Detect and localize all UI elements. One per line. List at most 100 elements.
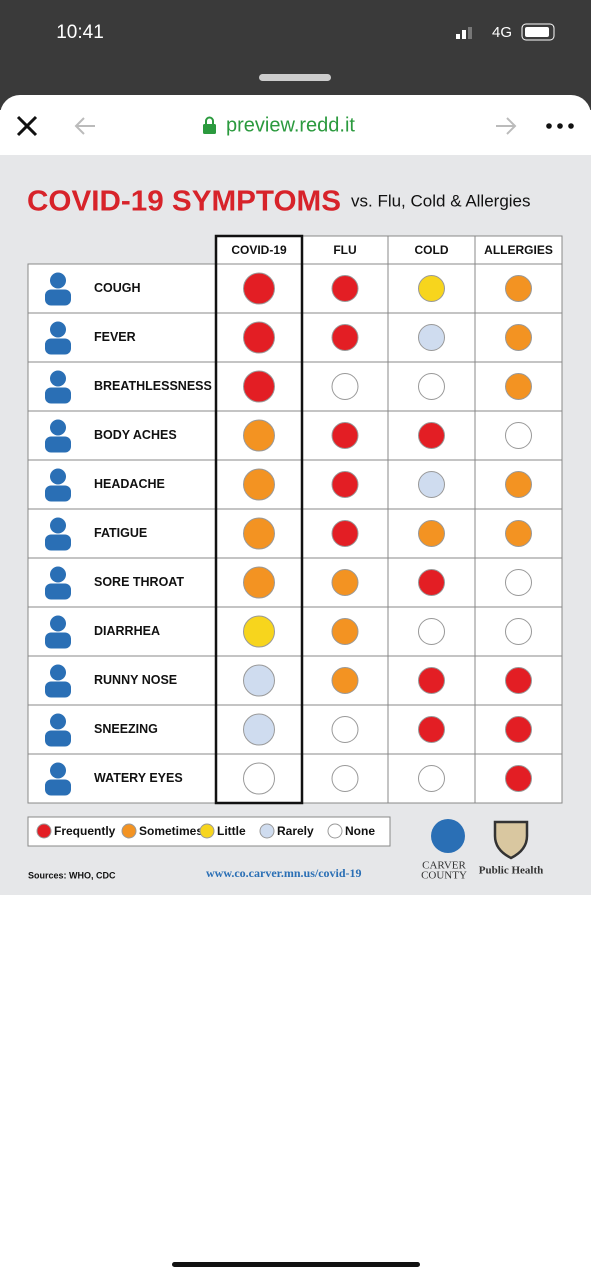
level-dot xyxy=(331,373,359,400)
subtitle: vs. Flu, Cold & Allergies xyxy=(351,191,531,210)
level-dot xyxy=(418,520,445,547)
signal-bar xyxy=(468,27,472,39)
row-label: FATIGUE xyxy=(94,526,147,540)
symptom-icon xyxy=(45,485,71,502)
level-dot xyxy=(505,471,532,498)
column-header: ALLERGIES xyxy=(484,243,553,257)
row-label: BODY ACHES xyxy=(94,428,177,442)
home-indicator xyxy=(172,1262,420,1267)
symptom-icon xyxy=(50,615,66,632)
column-header: FLU xyxy=(333,243,356,257)
level-dot xyxy=(331,520,359,547)
level-dot xyxy=(505,765,532,792)
county-name: CARVER xyxy=(422,860,466,872)
symptom-icon xyxy=(50,664,66,681)
level-dot xyxy=(243,762,275,795)
row-label: RUNNY NOSE xyxy=(94,673,177,687)
level-dot xyxy=(243,419,275,452)
symptom-icon xyxy=(50,321,66,338)
level-dot xyxy=(331,667,359,694)
symptom-icon xyxy=(50,517,66,534)
row-label: COUGH xyxy=(94,281,141,295)
level-dot xyxy=(331,275,359,302)
row-label: SNEEZING xyxy=(94,722,158,736)
symptom-icon xyxy=(45,681,71,698)
county-name: COUNTY xyxy=(421,870,467,882)
symptom-icon xyxy=(50,566,66,583)
title: COVID-19 SYMPTOMS xyxy=(27,186,341,218)
symptom-icon xyxy=(50,762,66,779)
level-dot xyxy=(331,422,359,449)
level-dot xyxy=(418,716,445,743)
row-label: DIARRHEA xyxy=(94,624,160,638)
symptom-icon xyxy=(45,632,71,649)
health-name: Public Health xyxy=(479,865,543,877)
symptom-icon xyxy=(50,468,66,485)
symptom-icon xyxy=(50,272,66,289)
level-dot xyxy=(243,321,275,354)
status-background xyxy=(0,0,591,110)
menu-button[interactable] xyxy=(546,123,574,129)
level-dot xyxy=(505,618,532,645)
symptom-icon xyxy=(50,419,66,436)
level-dot xyxy=(418,471,445,498)
level-dot xyxy=(505,716,532,743)
header-cell xyxy=(474,235,563,265)
row-label: HEADACHE xyxy=(94,477,165,491)
lock-icon xyxy=(203,116,216,134)
level-dot xyxy=(331,618,359,645)
row-label: WATERY EYES xyxy=(94,771,183,785)
symptom-icon xyxy=(45,436,71,453)
level-dot xyxy=(243,566,275,599)
network: 4G xyxy=(492,24,512,41)
row-label: FEVER xyxy=(94,330,136,344)
level-dot xyxy=(505,520,532,547)
battery-level xyxy=(525,27,549,37)
legend-label: None xyxy=(345,824,375,838)
level-dot xyxy=(505,569,532,596)
legend-label: Little xyxy=(217,824,246,838)
level-dot xyxy=(243,468,275,501)
level-dot xyxy=(418,324,445,351)
legend-dot xyxy=(259,823,275,839)
back-button[interactable] xyxy=(74,117,95,135)
column-header: COLD xyxy=(415,243,449,257)
level-dot xyxy=(243,517,275,550)
symptom-icon xyxy=(50,713,66,730)
level-dot xyxy=(243,370,275,403)
level-dot xyxy=(331,716,359,743)
level-dot xyxy=(243,713,275,746)
county-logo xyxy=(431,819,465,853)
level-dot xyxy=(418,618,445,645)
close-button[interactable] xyxy=(16,115,38,137)
signal-bar xyxy=(462,30,466,39)
level-dot xyxy=(243,272,275,305)
symptom-icon xyxy=(45,534,71,551)
battery xyxy=(521,23,555,41)
row-label: SORE THROAT xyxy=(94,575,184,589)
symptom-icon xyxy=(50,370,66,387)
level-dot xyxy=(243,664,275,697)
sources: Sources: WHO, CDC xyxy=(28,870,116,880)
legend-dot xyxy=(327,823,343,839)
signal-bar xyxy=(456,34,460,39)
legend-dot xyxy=(121,823,137,839)
url[interactable]: preview.redd.it xyxy=(226,114,355,136)
symptom-icon xyxy=(45,387,71,404)
level-dot xyxy=(505,373,532,400)
level-dot xyxy=(418,422,445,449)
legend-dot xyxy=(199,823,215,839)
level-dot xyxy=(331,471,359,498)
level-dot xyxy=(418,667,445,694)
column-header: COVID-19 xyxy=(231,243,287,257)
symptom-icon xyxy=(45,338,71,355)
covid-column-highlight xyxy=(214,234,304,805)
forward-button[interactable] xyxy=(496,117,517,135)
health-logo xyxy=(493,820,529,860)
level-dot xyxy=(418,373,445,400)
symptom-icon xyxy=(45,779,71,796)
level-dot xyxy=(418,569,445,596)
level-dot xyxy=(505,422,532,449)
legend-dot xyxy=(36,823,52,839)
